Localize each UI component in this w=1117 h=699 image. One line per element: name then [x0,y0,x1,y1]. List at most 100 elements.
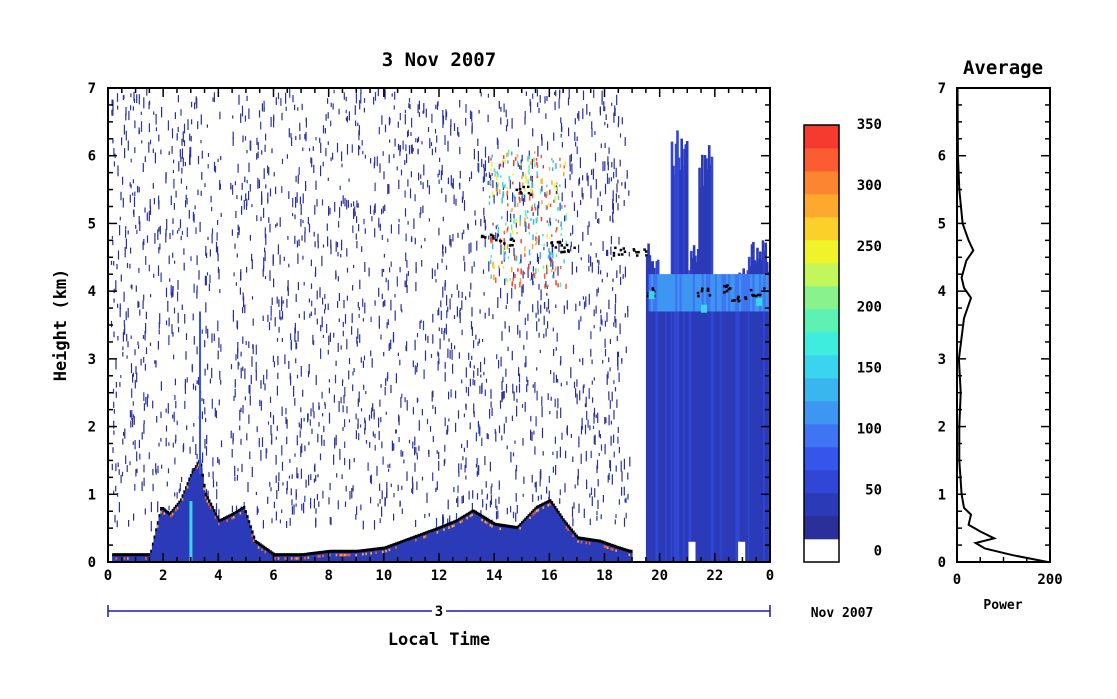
cloud-base-marker [597,539,600,543]
noise-speckle [125,130,127,141]
upper-cloud-speckle [523,271,526,275]
noise-speckle [544,96,546,104]
noise-speckle [341,239,343,251]
noise-speckle [233,272,235,277]
noise-speckle [457,485,459,493]
noise-speckle [327,236,329,247]
noise-speckle [211,206,213,212]
noise-speckle [481,384,483,394]
cloud-base-high-return [580,540,583,544]
cloud-base-marker [189,474,193,477]
noise-speckle [617,179,619,184]
noise-speckle [385,411,387,415]
noise-speckle [624,137,626,146]
cloud-base-marker [398,541,401,545]
noise-speckle [171,128,174,139]
cloud-base-high-return [338,553,342,557]
noise-speckle [168,505,170,511]
boundary-layer-column [573,534,577,562]
noise-speckle [243,199,245,210]
noise-speckle [491,483,493,488]
noise-speckle [495,232,497,242]
boundary-layer-column [221,519,224,562]
noise-speckle [394,310,396,321]
noise-speckle [384,497,386,507]
upper-cloud-speckle [502,247,505,253]
cloud-base-high-return [549,503,552,506]
colorbar-swatch [804,516,839,540]
cloud-base-marker [350,549,353,553]
upper-cloud-speckle [541,178,543,185]
noise-speckle [296,435,298,446]
noise-speckle [461,379,463,384]
cloud-layer-marker [696,291,700,295]
boundary-layer-column [181,496,184,562]
upper-cloud-speckle [519,198,521,203]
noise-speckle [579,358,581,362]
noise-speckle [558,241,560,253]
noise-speckle [583,301,586,310]
noise-speckle [217,220,219,225]
cloud-base-high-return [257,546,261,549]
noise-speckle [545,113,547,119]
noise-speckle [117,462,119,468]
noise-speckle [582,193,584,200]
boundary-layer-column [431,530,434,562]
noise-speckle [522,197,524,206]
noise-speckle [264,275,267,280]
noise-speckle [277,92,280,100]
noise-speckle [617,426,619,433]
noise-speckle [200,139,202,144]
noise-speckle [580,316,582,322]
night-cloud-column [747,256,751,562]
noise-speckle [252,318,254,326]
noise-speckle [532,304,534,313]
cloud-base-marker [477,512,481,516]
noise-speckle [388,184,390,194]
noise-speckle [138,94,140,105]
noise-speckle [427,127,430,133]
noise-speckle [315,475,317,482]
noise-speckle [305,131,307,142]
noise-speckle [255,370,257,381]
noise-speckle [423,164,425,176]
noise-speckle [143,239,145,246]
noise-speckle [436,450,438,454]
noise-speckle [482,187,484,192]
noise-speckle [157,341,159,350]
boundary-layer-column [530,512,534,562]
noise-speckle [220,155,222,161]
night-cloud-column [716,279,719,562]
noise-speckle [201,150,203,159]
noise-speckle [310,259,312,267]
noise-speckle [172,288,174,297]
noise-speckle [547,393,549,400]
noise-speckle [586,410,588,421]
noise-speckle [133,196,136,207]
cloud-base-marker [527,514,530,518]
noise-speckle [588,221,590,227]
noise-speckle [117,493,119,497]
main-y-tick-label: 7 [88,81,96,97]
cloud-base-marker [468,511,471,515]
boundary-layer-column [193,469,196,562]
cloud-base-high-return [163,512,166,515]
cloud-base-marker [544,501,547,505]
main-y-tick-label: 2 [88,420,96,436]
noise-speckle [205,275,207,286]
noise-speckle [430,354,433,358]
noise-speckle [330,157,332,162]
upper-cloud-speckle [535,267,537,274]
noise-speckle [447,425,449,432]
noise-speckle [154,360,156,364]
cloud-base-high-return [542,506,545,509]
upper-cloud-speckle [492,261,494,268]
noise-speckle [262,315,264,321]
noise-speckle [500,117,502,125]
boundary-layer-column [153,537,156,562]
noise-speckle [320,165,322,177]
upper-cloud-speckle [545,194,547,198]
noise-speckle [328,379,330,383]
noise-speckle [527,313,529,321]
upper-cloud-speckle [490,274,492,279]
